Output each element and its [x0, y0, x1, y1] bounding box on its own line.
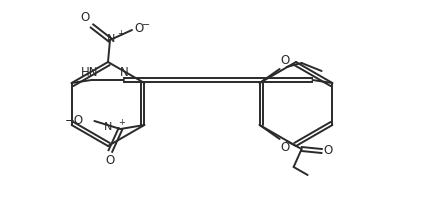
Text: O: O	[281, 141, 290, 154]
Text: N: N	[120, 66, 129, 79]
Text: N: N	[107, 34, 115, 44]
Text: HN: HN	[81, 66, 98, 79]
Text: +: +	[119, 118, 125, 127]
Text: +: +	[117, 30, 124, 38]
Text: N: N	[104, 122, 113, 132]
Text: O: O	[281, 54, 290, 67]
Text: −: −	[142, 20, 150, 30]
Text: −O: −O	[65, 113, 84, 127]
Text: O: O	[324, 145, 333, 157]
Text: O: O	[106, 154, 115, 167]
Text: O: O	[81, 11, 90, 24]
Text: O: O	[134, 22, 143, 35]
